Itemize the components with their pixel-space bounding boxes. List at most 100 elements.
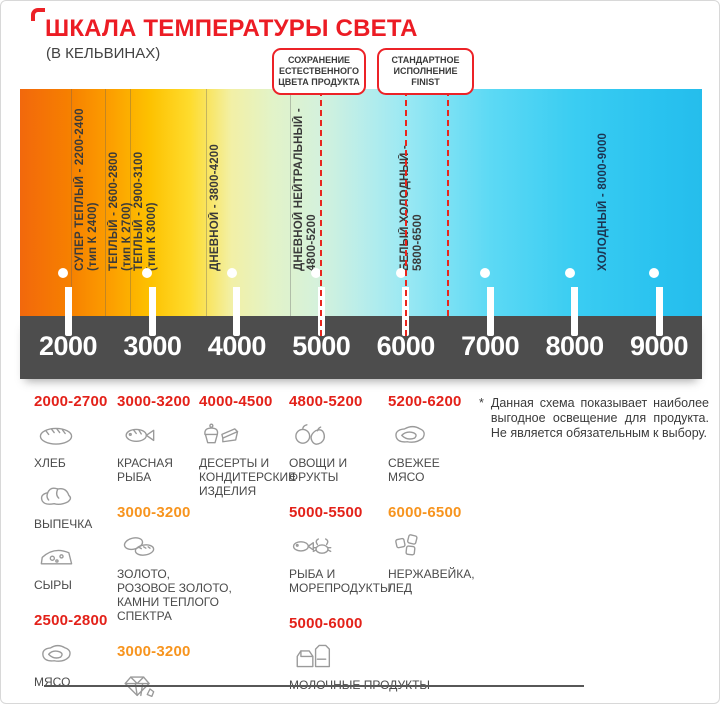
bread-icon-wrap [34, 417, 114, 455]
recommendation-item: ДЕСЕРТЫ И КОНДИТЕРСКИЕ ИЗДЕЛИЯ [199, 417, 296, 498]
kelvin-marker-ring [649, 268, 659, 278]
recommendation-item: НЕРЖАВЕЙКА, ЛЕД [388, 528, 483, 595]
meat-icon [42, 644, 71, 662]
recommendation-item: СВЕЖЕЕ МЯСО [388, 417, 483, 484]
page-title: ШКАЛА ТЕМПЕРАТУРЫ СВЕТА [45, 15, 418, 42]
recommendation-column: 2000-2700 ХЛЕБ ВЫПЕЧКА СЫРЫ 2500-2800 МЯСО 200… [34, 393, 114, 703]
kelvin-marker-stem [233, 287, 241, 336]
kelvin-range-label: 3000-3200 [117, 393, 191, 410]
callout-line: ЕСТЕСТВЕННОГО [278, 66, 360, 76]
meat-icon-wrap [34, 636, 114, 674]
ice-icon [395, 534, 418, 556]
recommendation-column: 4000-4500 ДЕСЕРТЫ И КОНДИТЕРСКИЕ ИЗДЕЛИЯ [199, 393, 296, 518]
kelvin-marker-ring [226, 268, 237, 278]
recommendation-item-label: НЕРЖАВЕЙКА, ЛЕД [388, 567, 475, 595]
kelvin-marker-ring [311, 268, 322, 278]
recommendation-item: СЕРЕБРО И БРИЛЛИАНТЫ [117, 667, 217, 703]
zone-label: СУПЕР ТЕПЛЫЙ - 2200-2400 (тип К 2400) [73, 108, 100, 271]
fruits-icon-wrap [289, 417, 394, 455]
recommendation-group: 3000-3200 КРАСНАЯ РЫБА [117, 393, 217, 492]
cropped-red-box-corner [31, 8, 45, 21]
dairy-icon-wrap [289, 639, 394, 677]
fresh-meat-icon-wrap [388, 417, 483, 455]
page-subtitle: (В КЕЛЬВИНАХ) [46, 45, 161, 62]
recommendation-group: 4800-5200 ОВОЩИ И ФРУКТЫ [289, 393, 394, 492]
kelvin-range-label: 3000-3200 [117, 504, 191, 521]
recommendation-group: 5200-6200 СВЕЖЕЕ МЯСО [388, 393, 483, 492]
kelvin-range-label: 5000-5500 [289, 504, 363, 521]
ice-icon-wrap [388, 528, 483, 566]
zone-label: ТЕПЛЫЙ - 2600-2800 (тип К 2700) [108, 109, 134, 271]
zone-type: (тип К 2700) [120, 202, 133, 271]
recommendation-group: 2000-2700 ХЛЕБ ВЫПЕЧКА СЫРЫ [34, 393, 114, 600]
callout-line: FINIST [411, 77, 440, 87]
rings-icon [123, 537, 155, 556]
axis-tick-label: 7000 [461, 331, 520, 361]
recommendation-item: ВЫПЕЧКА [34, 478, 114, 531]
callout-pointer-line [446, 90, 449, 316]
kelvin-marker-ring [395, 268, 406, 278]
callout-line: СОХРАНЕНИЕ [287, 55, 351, 65]
pastry-icon [40, 487, 72, 505]
recommendation-item-label: ОВОЩИ И ФРУКТЫ [289, 456, 348, 484]
bottom-divider [44, 685, 584, 687]
fish-icon [125, 428, 155, 442]
recommendation-item: РЫБА И МОРЕПРОДУКТЫ [289, 528, 394, 595]
recommendation-item-label: СЫРЫ [34, 578, 72, 592]
dessert-icon [204, 423, 239, 444]
kelvin-marker-stem [486, 287, 494, 336]
axis-tick-label: 8000 [545, 331, 605, 361]
recommendation-item: СЫРЫ [34, 539, 114, 592]
recommendation-column: 5200-6200 СВЕЖЕЕ МЯСО 6000-6500 НЕРЖАВЕЙКА,… [388, 393, 483, 615]
footnote-marker: * [479, 396, 484, 410]
kelvin-range-label: 4000-4500 [199, 393, 273, 410]
cheese-icon-wrap [34, 539, 114, 577]
recommendation-item-label: КРАСНАЯ РЫБА [117, 456, 173, 484]
kelvin-marker-ring [480, 268, 491, 278]
rings-icon-wrap [117, 528, 217, 566]
zone-name: СУПЕР ТЕПЛЫЙ - 2200-2400 [73, 108, 86, 271]
zone-type: (тип К 3000) [145, 202, 158, 271]
footnote: * Данная схема показывает наиболее выгод… [479, 396, 709, 441]
recommendation-item: МЯСО [34, 636, 114, 689]
kelvin-range-label: 5200-6200 [388, 393, 462, 410]
kelvin-range-label: 2000-2700 [34, 393, 108, 410]
recommendation-item: ОВОЩИ И ФРУКТЫ [289, 417, 394, 484]
kelvin-marker-stem [64, 287, 72, 336]
seafood-icon-wrap [289, 528, 394, 566]
recommendation-item: ХЛЕБ [34, 417, 114, 470]
zone-name: ТЕПЛЫЙ - 2600-2800 [107, 151, 120, 271]
recommendation-group: 3000-3200 СЕРЕБРО И БРИЛЛИАНТЫ [117, 643, 217, 703]
cheese-icon [40, 549, 73, 565]
frozen-icon [289, 700, 333, 704]
callout-line: СТАНДАРТНОЕ [391, 55, 460, 65]
kelvin-axis-bar: 2000 3000 4000 5000 6000 7000 8000 9000 [20, 316, 702, 379]
recommendation-item-label: СВЕЖЕЕ МЯСО [388, 456, 440, 484]
recommendation-item: ЗОЛОТО, РОЗОВОЕ ЗОЛОТО, КАМНИ ТЕПЛОГО СП… [117, 528, 232, 623]
recommendation-item-label: ЗОЛОТО, РОЗОВОЕ ЗОЛОТО, КАМНИ ТЕПЛОГО СП… [117, 567, 232, 623]
fruits-icon [295, 424, 326, 445]
recommendation-group: 2500-2800 МЯСО [34, 612, 114, 697]
zone-label: ДНЕВНОЙ - 3800-4200 [209, 109, 222, 271]
temperature-scale: СУПЕР ТЕПЛЫЙ - 2200-2400 (тип К 2400) ТЕПЛ… [20, 89, 702, 379]
kelvin-marker-stem [655, 287, 663, 336]
recommendation-group: 3000-3200 ЗОЛОТО, РОЗОВОЕ ЗОЛОТО, КАМНИ Т… [117, 504, 232, 631]
zone-name: ХОЛОДНЫЙ - 8000-9000 [597, 132, 610, 271]
zone-name: ТЕПЛЫЙ - 2900-3100 [132, 151, 145, 271]
kelvin-range-label: 5000-6000 [289, 615, 363, 632]
kelvin-marker-ring [564, 268, 575, 278]
axis-tick-label: 9000 [629, 331, 689, 361]
zone-type: 4800-5200 [306, 214, 319, 271]
callout-box: СОХРАНЕНИЕ ЕСТЕСТВЕННОГО ЦВЕТА ПРОДУКТА [272, 48, 366, 95]
recommendation-group: 6000-6500 НЕРЖАВЕЙКА, ЛЕД [388, 504, 483, 603]
recommendation-column: 3000-3200 КРАСНАЯ РЫБА 3000-3200 ЗОЛОТО, РО… [117, 393, 232, 703]
zone-guide-line [205, 89, 207, 316]
fresh-meat-icon [395, 425, 425, 443]
kelvin-range-label: 2500-2800 [34, 612, 108, 629]
zone-guide-line [104, 89, 106, 316]
axis-tick-label: 2000 [38, 331, 98, 361]
zone-guide-line [70, 89, 72, 316]
frozen-icon-wrap [289, 700, 394, 704]
pastry-icon-wrap [34, 478, 114, 516]
